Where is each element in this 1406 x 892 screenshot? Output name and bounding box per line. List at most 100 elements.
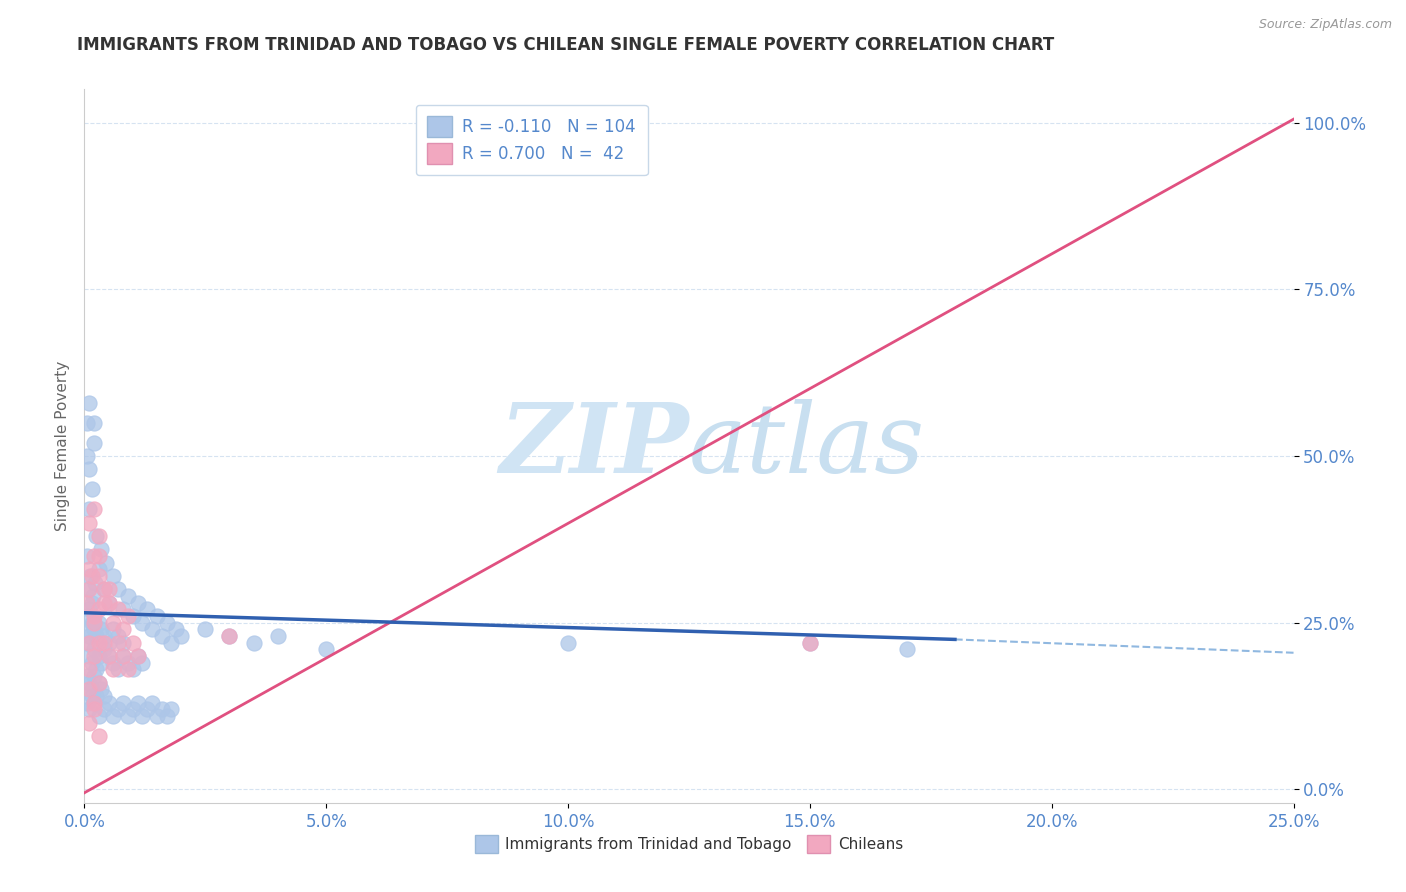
Point xyxy=(131,656,153,670)
Point xyxy=(77,662,100,676)
Point xyxy=(112,649,135,664)
Point xyxy=(77,649,100,664)
Point xyxy=(218,629,240,643)
Point xyxy=(83,696,105,710)
Point xyxy=(76,596,98,610)
Point xyxy=(76,449,98,463)
Point xyxy=(107,582,129,597)
Point xyxy=(218,629,240,643)
Point xyxy=(97,636,120,650)
Point xyxy=(83,615,105,630)
Point xyxy=(103,569,125,583)
Point xyxy=(80,615,103,630)
Point xyxy=(117,609,139,624)
Point xyxy=(93,689,115,703)
Legend: Immigrants from Trinidad and Tobago, Chileans: Immigrants from Trinidad and Tobago, Chi… xyxy=(468,829,910,859)
Point xyxy=(136,602,159,616)
Point xyxy=(76,609,98,624)
Point xyxy=(107,702,129,716)
Point xyxy=(77,715,100,730)
Point xyxy=(141,696,163,710)
Point xyxy=(112,602,135,616)
Point xyxy=(117,656,139,670)
Point xyxy=(127,696,149,710)
Point xyxy=(76,636,98,650)
Point xyxy=(799,636,821,650)
Point xyxy=(76,549,98,563)
Point xyxy=(131,615,153,630)
Point xyxy=(97,649,120,664)
Point xyxy=(87,729,110,743)
Point xyxy=(242,636,264,650)
Point xyxy=(315,642,337,657)
Point xyxy=(131,709,153,723)
Point xyxy=(117,709,139,723)
Point xyxy=(799,636,821,650)
Text: atlas: atlas xyxy=(689,399,925,493)
Point xyxy=(87,615,110,630)
Point xyxy=(155,615,177,630)
Point xyxy=(165,623,187,637)
Point xyxy=(121,662,143,676)
Point xyxy=(77,562,100,576)
Point xyxy=(83,549,105,563)
Point xyxy=(87,569,110,583)
Point xyxy=(83,669,105,683)
Point xyxy=(83,642,105,657)
Point xyxy=(87,649,110,664)
Point xyxy=(80,569,103,583)
Point xyxy=(127,596,149,610)
Point xyxy=(80,596,103,610)
Point xyxy=(150,629,173,643)
Point xyxy=(112,636,135,650)
Point xyxy=(80,656,103,670)
Point xyxy=(80,689,103,703)
Point xyxy=(112,696,135,710)
Point xyxy=(77,702,100,716)
Point xyxy=(170,629,193,643)
Point xyxy=(194,623,217,637)
Point xyxy=(97,582,120,597)
Point xyxy=(79,569,101,583)
Point xyxy=(146,709,169,723)
Point xyxy=(77,602,100,616)
Point xyxy=(150,702,173,716)
Point xyxy=(87,675,110,690)
Point xyxy=(86,689,108,703)
Point xyxy=(77,636,100,650)
Point xyxy=(86,529,108,543)
Point xyxy=(87,562,110,576)
Point xyxy=(121,636,143,650)
Point xyxy=(87,709,110,723)
Point xyxy=(107,629,129,643)
Point xyxy=(97,596,120,610)
Point xyxy=(127,649,149,664)
Point xyxy=(83,502,105,516)
Point xyxy=(103,623,125,637)
Point xyxy=(103,709,125,723)
Point xyxy=(77,395,100,409)
Point xyxy=(83,702,105,716)
Point xyxy=(107,602,129,616)
Point xyxy=(127,649,149,664)
Point xyxy=(83,609,105,624)
Text: IMMIGRANTS FROM TRINIDAD AND TOBAGO VS CHILEAN SINGLE FEMALE POVERTY CORRELATION: IMMIGRANTS FROM TRINIDAD AND TOBAGO VS C… xyxy=(77,36,1054,54)
Point xyxy=(112,623,135,637)
Point xyxy=(117,589,139,603)
Point xyxy=(117,662,139,676)
Point xyxy=(93,636,115,650)
Point xyxy=(87,636,110,650)
Point xyxy=(103,656,125,670)
Point xyxy=(77,516,100,530)
Point xyxy=(155,709,177,723)
Point xyxy=(77,582,100,597)
Point xyxy=(86,629,108,643)
Point xyxy=(76,623,98,637)
Y-axis label: Single Female Poverty: Single Female Poverty xyxy=(55,361,70,531)
Point xyxy=(87,675,110,690)
Point xyxy=(93,642,115,657)
Point xyxy=(83,696,105,710)
Point xyxy=(77,502,100,516)
Point xyxy=(83,623,105,637)
Point xyxy=(77,682,100,697)
